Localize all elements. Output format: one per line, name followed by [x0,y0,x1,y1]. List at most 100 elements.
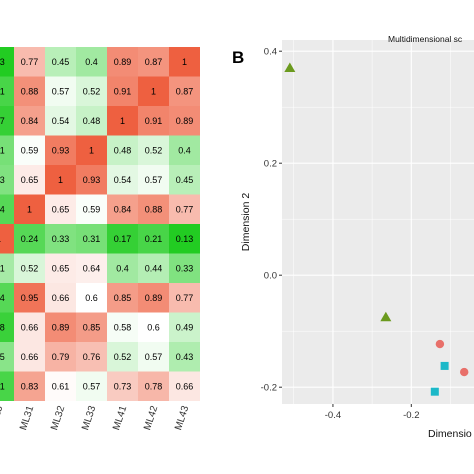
heatmap-cell [0,135,14,165]
heatmap-cell-value: 0.33 [176,263,194,273]
heatmap-cell [45,342,76,372]
heatmap-cell [45,253,76,283]
heatmap-cell [138,76,169,106]
heatmap-cell-value: 0.24 [21,234,39,244]
heatmap-cell [76,224,107,254]
scatter-point-triangle [284,62,296,72]
heatmap-cell-value: 0.88 [145,204,163,214]
heatmap-cell [14,312,45,342]
heatmap-cell [107,342,138,372]
heatmap-cell-value: 0.4 [85,57,98,67]
heatmap-cell-value: 0.54 [52,116,70,126]
y-axis-label: Dimension 2 [240,193,252,252]
heatmap-column-label: ML43 [173,404,191,432]
heatmap-cell-value: 1 [182,57,187,67]
heatmap-cell-value: 0.57 [83,381,101,391]
scatter-point-circle [435,339,445,349]
heatmap-cell [138,342,169,372]
y-tick-label: 0.2 [264,159,277,170]
heatmap-cell-value: .13 [0,57,5,67]
heatmap-cell-value: 0.66 [52,293,70,303]
heatmap-cell [107,253,138,283]
heatmap-cell [76,371,107,401]
heatmap-column-label: ML42 [142,404,160,432]
heatmap-cell [138,224,169,254]
heatmap-cell [169,106,200,136]
heatmap-cell [0,224,14,254]
heatmap-cell-value: 0.65 [52,204,70,214]
heatmap-cell-value: .18 [0,322,5,332]
heatmap-cell [14,106,45,136]
heatmap-cell-value: 0.57 [145,175,163,185]
heatmap-cell-value: 0.4 [178,145,191,155]
heatmap-cell-value: 0.61 [52,381,70,391]
heatmap-cell-value: .31 [0,145,5,155]
heatmap-cell-value: 0.66 [21,352,39,362]
heatmap-cell [138,371,169,401]
heatmap-cell [107,371,138,401]
heatmap-cell-value: 0.52 [21,263,39,273]
heatmap-cell [138,253,169,283]
heatmap-cell-value: 0.85 [83,322,101,332]
heatmap-cell [45,283,76,313]
heatmap-cell-value: 0.6 [85,293,98,303]
heatmap-cell-value: 0.52 [114,352,132,362]
heatmap-cell-value: 0.83 [21,381,39,391]
heatmap-column-label: ML3 [0,404,5,426]
heatmap-cell [45,106,76,136]
heatmap-cell [76,312,107,342]
heatmap-cell [107,312,138,342]
heatmap-cell [45,194,76,224]
heatmap-cell [138,312,169,342]
heatmap-cell-value: 0.48 [83,116,101,126]
heatmap-cell-value: 0.6 [147,322,160,332]
y-tick-label: 0.4 [264,47,277,58]
heatmap-cell [76,165,107,195]
heatmap-cell-value: .33 [0,175,5,185]
heatmap-cell [14,253,45,283]
heatmap-cell [45,165,76,195]
heatmap-cell-value: 0.54 [114,175,132,185]
heatmap-cell [0,76,14,106]
heatmap-cell-value: 0.45 [52,57,70,67]
heatmap-cell [169,283,200,313]
heatmap-cell [0,165,14,195]
chart-title: Multidimensional sc [388,34,463,44]
heatmap-cell-value: 0.89 [52,322,70,332]
heatmap-cell [14,165,45,195]
heatmap-cell [76,135,107,165]
heatmap-cell [169,194,200,224]
heatmap-cell-value: 0.65 [21,175,39,185]
heatmap-cell-value: 0.17 [114,234,132,244]
heatmap-cell-value: 0.66 [21,322,39,332]
heatmap-cell-value: 0.76 [83,352,101,362]
heatmap-cell-value: 0.64 [83,263,101,273]
heatmap-cell-value: 1 [120,116,125,126]
panel-label: B [232,48,244,67]
heatmap-cell-value: 0.91 [114,86,132,96]
heatmap-cell-value: 0.89 [176,116,194,126]
heatmap-cell-value: 0.91 [145,116,163,126]
heatmap-cell-value: 0.84 [21,116,39,126]
y-tick-label: 0.0 [264,271,277,282]
heatmap-cell-value: .24 [0,204,5,214]
scatter-point-triangle [380,311,392,322]
heatmap-cell [76,106,107,136]
plot-area [282,40,474,404]
heatmap-cell-value: .21 [0,381,5,391]
heatmap-column-label: ML31 [18,404,36,432]
heatmap-cell [0,194,14,224]
heatmap-cell [138,283,169,313]
heatmap-cell-value: 0.85 [114,293,132,303]
heatmap-cell [169,342,200,372]
heatmap-cell-value: .17 [0,116,5,126]
heatmap-column-label: ML41 [111,404,129,432]
heatmap-cell-value: 0.4 [116,263,129,273]
heatmap-cell-value: 0.52 [145,145,163,155]
scatter-point-square [440,361,449,370]
x-tick-label: -0.2 [403,410,419,421]
heatmap-cell-value: 0.31 [83,234,101,244]
heatmap-cell-value: 0.84 [114,204,132,214]
heatmap-cell [107,47,138,77]
heatmap-cell-value: 0.45 [176,175,194,185]
